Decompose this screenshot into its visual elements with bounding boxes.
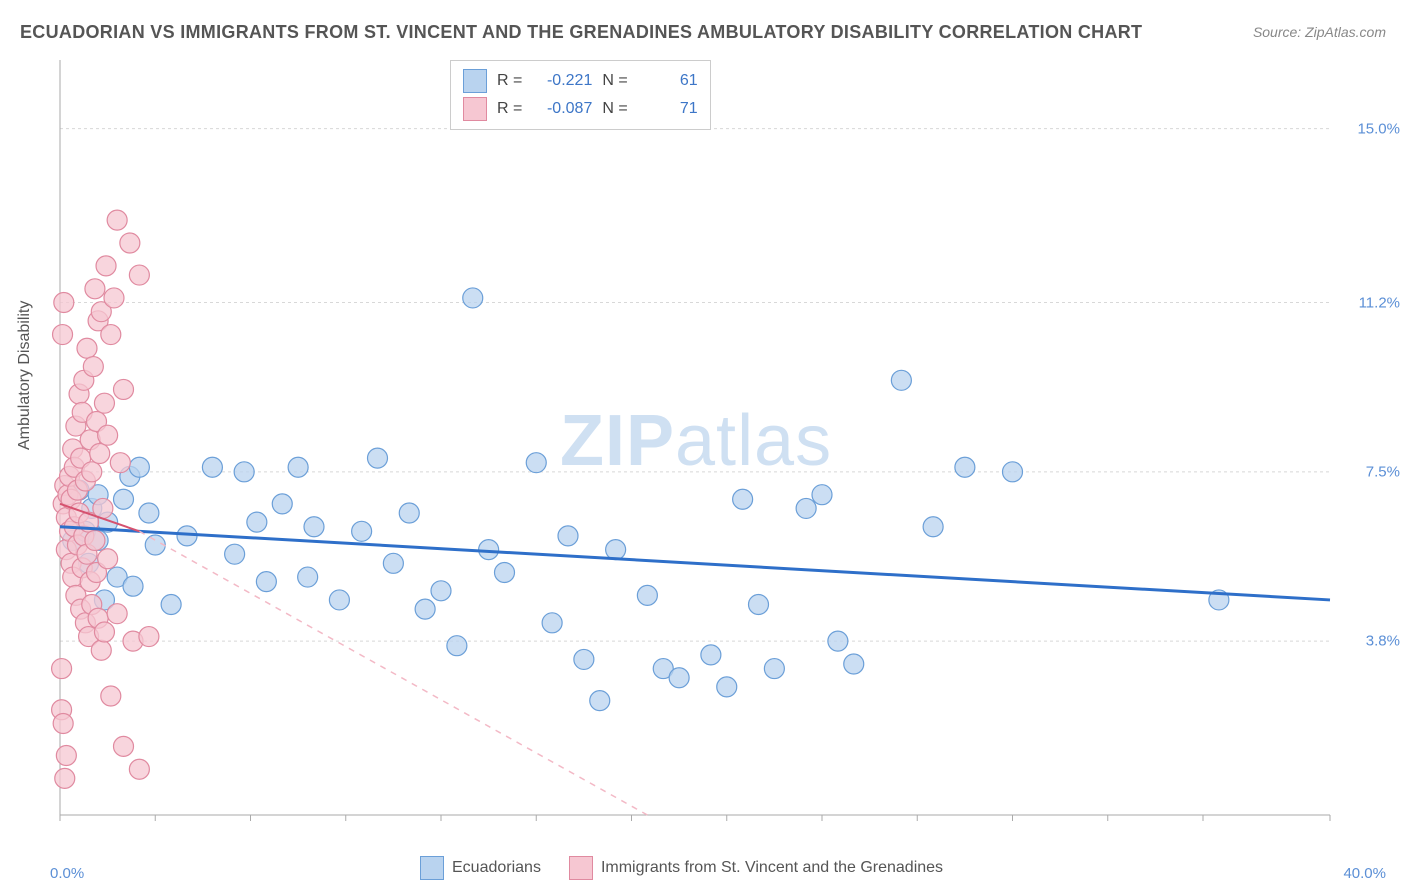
y-tick-label: 3.8% xyxy=(1366,633,1400,650)
scatter-chart-svg xyxy=(50,55,1390,845)
swatch-icon xyxy=(463,97,487,121)
chart-title: ECUADORIAN VS IMMIGRANTS FROM ST. VINCEN… xyxy=(20,22,1142,43)
legend-label: Ecuadorians xyxy=(452,859,541,877)
r-label: R = xyxy=(497,72,522,90)
legend-label: Immigrants from St. Vincent and the Gren… xyxy=(601,859,943,877)
n-label: N = xyxy=(602,100,627,118)
chart-area xyxy=(50,55,1390,845)
swatch-icon xyxy=(463,69,487,93)
y-tick-label: 11.2% xyxy=(1359,294,1400,311)
source-attribution: Source: ZipAtlas.com xyxy=(1253,24,1386,40)
correlation-legend-box: R = -0.221 N = 61 R = -0.087 N = 71 xyxy=(450,60,711,130)
r-label: R = xyxy=(497,100,522,118)
legend-item: Ecuadorians xyxy=(420,856,541,880)
x-axis-max-label: 40.0% xyxy=(1343,865,1386,882)
r-value: -0.221 xyxy=(532,72,592,90)
r-value: -0.087 xyxy=(532,100,592,118)
y-tick-label: 7.5% xyxy=(1366,463,1400,480)
swatch-icon xyxy=(420,856,444,880)
n-value: 61 xyxy=(638,72,698,90)
y-axis-label: Ambulatory Disability xyxy=(16,301,34,450)
bottom-legend: Ecuadorians Immigrants from St. Vincent … xyxy=(420,856,943,880)
y-tick-label: 15.0% xyxy=(1357,120,1400,137)
x-axis-min-label: 0.0% xyxy=(50,865,84,882)
legend-item: Immigrants from St. Vincent and the Gren… xyxy=(569,856,943,880)
correlation-row: R = -0.087 N = 71 xyxy=(463,95,698,123)
swatch-icon xyxy=(569,856,593,880)
n-value: 71 xyxy=(638,100,698,118)
n-label: N = xyxy=(602,72,627,90)
correlation-row: R = -0.221 N = 61 xyxy=(463,67,698,95)
